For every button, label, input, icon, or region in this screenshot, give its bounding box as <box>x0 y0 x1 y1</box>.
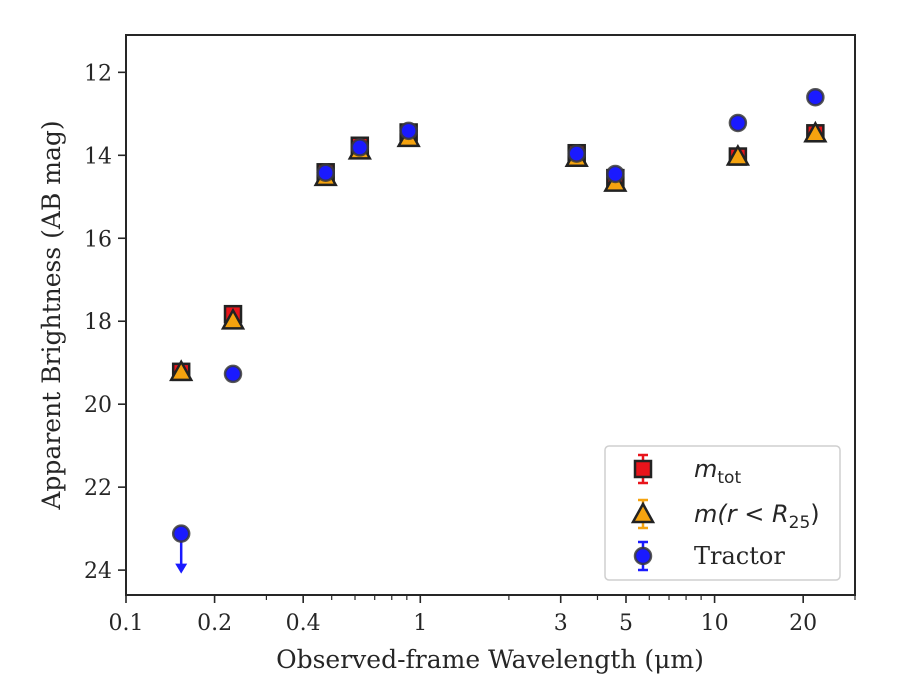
y-axis: 12 14 16 18 20 22 24 <box>84 61 126 584</box>
x-tick-label: 0.4 <box>286 611 321 636</box>
data-point <box>220 307 246 330</box>
data-marks <box>169 87 828 574</box>
data-point <box>169 359 194 382</box>
x-tick-label: 20 <box>789 611 817 636</box>
y-tick-label: 16 <box>84 227 112 252</box>
y-tick-label: 24 <box>84 559 112 584</box>
plot-frame <box>125 34 856 596</box>
legend-marker <box>633 459 653 479</box>
x-tick-label: 10 <box>701 611 729 636</box>
series-triangle <box>169 120 828 382</box>
x-tick-label: 5 <box>619 611 633 636</box>
y-axis-label: Apparent Brightness (AB mag) <box>37 120 66 510</box>
legend-marker <box>630 501 656 524</box>
legend-label: mtot <box>694 455 741 488</box>
legend-marker <box>633 546 653 566</box>
legend-label: Tractor <box>694 542 785 570</box>
x-tick-label: 0.2 <box>197 611 232 636</box>
x-axis: 0.1 0.2 0.4 1 3 5 10 20 <box>109 595 856 636</box>
legend-box <box>604 445 841 581</box>
y-tick-label: 18 <box>84 310 112 335</box>
x-tick-label: 0.1 <box>109 611 144 636</box>
series-square <box>171 123 825 382</box>
y-tick-label: 22 <box>84 476 112 501</box>
data-point <box>725 143 751 166</box>
x-axis-label: Observed-frame Wavelength (μm) <box>276 645 704 674</box>
y-tick-label: 20 <box>84 393 112 418</box>
y-tick-label: 12 <box>84 61 112 86</box>
legend: mtot m(r < R25) Tractor <box>604 445 841 581</box>
x-tick-label: 1 <box>413 611 427 636</box>
x-tick-label: 3 <box>554 611 568 636</box>
y-tick-label: 14 <box>84 144 112 169</box>
legend-label: m(r < R25) <box>694 500 820 533</box>
data-point <box>803 120 828 143</box>
series-circle <box>171 87 825 574</box>
upper-limit-arrowhead <box>175 563 188 574</box>
plot-area <box>125 34 856 596</box>
